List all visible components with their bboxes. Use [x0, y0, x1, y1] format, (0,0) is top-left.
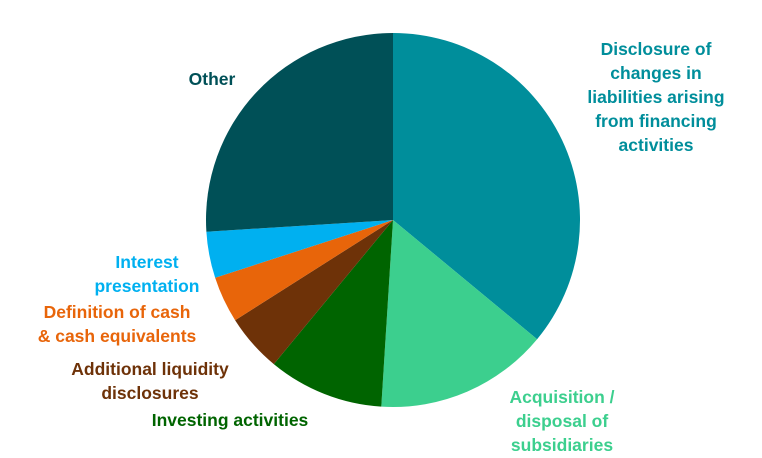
slice-label-line: Definition of cash: [44, 302, 191, 322]
slice-label-line: Additional liquidity: [71, 359, 229, 379]
slice-label-1: Acquisition / disposal of subsidiaries: [510, 387, 615, 455]
slice-label-line: changes in: [610, 63, 701, 83]
slice-label-line: & cash equivalents: [38, 326, 197, 346]
slice-label-line: disposal of: [516, 411, 609, 431]
slice-label-line: activities: [619, 135, 694, 155]
slice-label-3: Additional liquidity disclosures: [71, 359, 229, 403]
pie-slice-2: [273, 220, 393, 407]
slice-label-0: Disclosure of changes in liabilities arisi…: [587, 39, 724, 155]
slice-label-line: Other: [189, 69, 236, 89]
slice-label-2: Investing activities: [152, 410, 309, 430]
slice-label-4: Definition of cash & cash equivalents: [38, 302, 197, 346]
slice-label-5: Interest presentation: [94, 252, 199, 296]
slice-label-line: Interest: [115, 252, 178, 272]
slice-label-line: Acquisition /: [510, 387, 615, 407]
pie-slice-0: [393, 33, 581, 340]
slice-label-line: liabilities arising: [587, 87, 724, 107]
slice-label-line: disclosures: [101, 383, 199, 403]
slice-label-line: subsidiaries: [511, 435, 613, 455]
pie-slice-1: [381, 220, 538, 407]
pie-slice-3: [235, 220, 393, 365]
slice-label-line: Disclosure of: [601, 39, 712, 59]
pie-slice-6: [206, 33, 393, 232]
slice-label-line: presentation: [94, 276, 199, 296]
pie-labels: Disclosure of changes in liabilities arisi…: [38, 39, 725, 455]
slice-label-6: Other: [189, 69, 236, 89]
pie-slice-4: [215, 220, 393, 321]
slice-label-line: Investing activities: [152, 410, 309, 430]
pie-slices: [206, 33, 581, 407]
pie-slice-5: [206, 220, 393, 278]
slice-label-line: from financing: [595, 111, 717, 131]
